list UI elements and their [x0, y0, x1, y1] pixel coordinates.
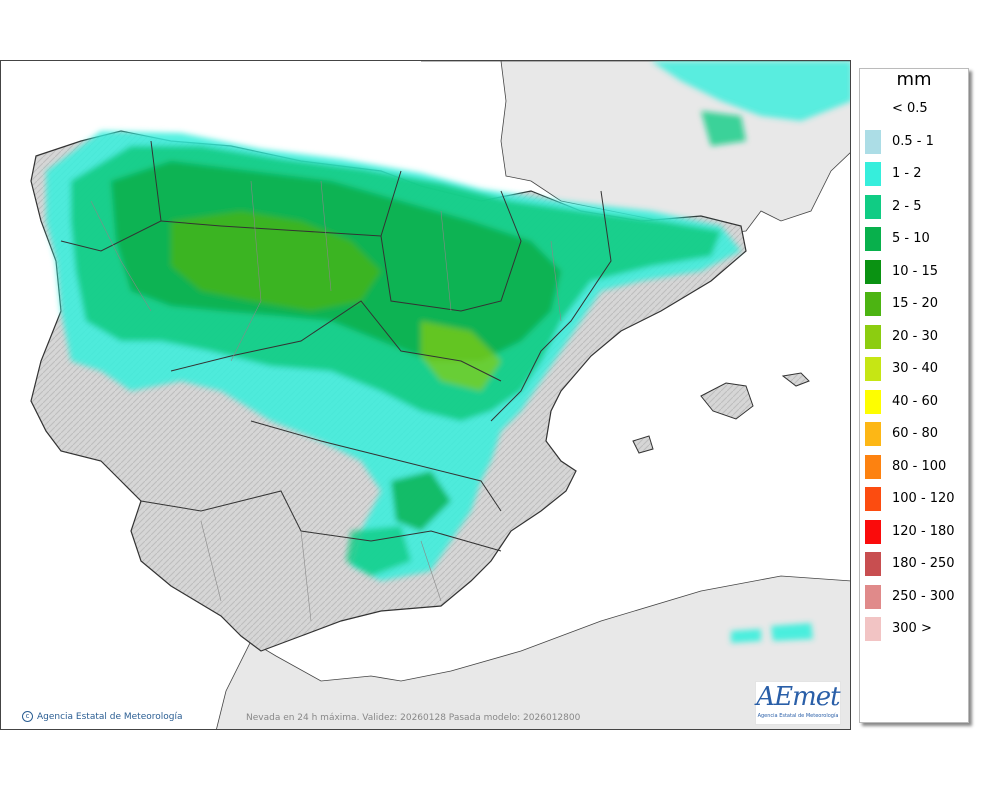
legend-item: 20 - 30 — [864, 324, 968, 349]
legend-item: 5 - 10 — [864, 227, 968, 251]
legend-label: 180 - 250 — [892, 556, 955, 571]
menorca — [781, 372, 810, 387]
legend-item: 180 - 250 — [864, 552, 968, 576]
legend-item: 250 - 300 — [864, 584, 968, 609]
legend-label: 300 > — [892, 621, 932, 636]
legend-label: 60 - 80 — [892, 426, 939, 441]
legend-item: 10 - 15 — [864, 259, 968, 284]
region-borders — [60, 140, 612, 552]
legend-swatch — [865, 487, 881, 511]
legend-swatch — [865, 422, 881, 446]
credit: c Agencia Estatal de Meteorología — [22, 711, 183, 722]
map-caption: Nevada en 24 h máxima. Validez: 20260128… — [246, 713, 581, 723]
legend-swatch — [865, 227, 881, 251]
legend-label: 30 - 40 — [892, 361, 939, 376]
legend-label: 120 - 180 — [892, 523, 955, 539]
legend-swatch — [865, 97, 881, 121]
legend-item: 100 - 120 — [864, 487, 968, 511]
legend-swatch — [865, 454, 881, 479]
credit-text: Agencia Estatal de Meteorología — [37, 712, 183, 722]
legend-label: 2 - 5 — [892, 198, 922, 214]
legend-swatch — [865, 617, 881, 641]
legend-swatch — [865, 162, 881, 186]
mallorca — [700, 382, 754, 420]
legend-item: 60 - 80 — [864, 422, 968, 446]
snow-field — [46, 61, 850, 643]
legend-label: 20 - 30 — [892, 328, 939, 344]
legend: mm < 0.5 0.5 - 1 1 - 2 2 - 5 5 - 10 10 - 15 15… — [859, 68, 969, 723]
legend-swatch — [865, 324, 881, 349]
legend-label: 80 - 100 — [892, 458, 947, 474]
aemet-logo[interactable]: AEmet Agencia Estatal de Meteorología — [755, 681, 841, 725]
legend-title: mm — [896, 69, 932, 90]
logo-mark: AEmet — [756, 682, 840, 712]
snow-map[interactable] — [0, 60, 851, 730]
legend-item: 0.5 - 1 — [864, 129, 968, 154]
legend-swatch — [865, 584, 881, 609]
legend-item: 300 > — [864, 617, 968, 641]
logo-sub: Agencia Estatal de Meteorología — [757, 713, 839, 719]
legend-item: 120 - 180 — [864, 519, 968, 544]
legend-item: 2 - 5 — [864, 194, 968, 219]
legend-swatch — [865, 129, 881, 154]
legend-label: < 0.5 — [892, 101, 928, 116]
legend-label: 1 - 2 — [892, 166, 922, 181]
legend-swatch — [865, 389, 881, 414]
copyright-icon: c — [22, 711, 33, 722]
legend-swatch — [865, 519, 881, 544]
legend-label: 15 - 20 — [892, 296, 939, 311]
map-canvas — [30, 61, 850, 729]
legend-item: 40 - 60 — [864, 389, 968, 414]
legend-label: 100 - 120 — [892, 491, 955, 506]
province-borders — [90, 180, 562, 622]
legend-item: 15 - 20 — [864, 292, 968, 316]
legend-item: 1 - 2 — [864, 162, 968, 186]
legend-label: 250 - 300 — [892, 588, 955, 604]
legend-label: 40 - 60 — [892, 393, 939, 409]
legend-swatch — [865, 259, 881, 284]
legend-item: 80 - 100 — [864, 454, 968, 479]
legend-swatch — [865, 292, 881, 316]
legend-item: < 0.5 — [864, 97, 968, 121]
legend-swatch — [865, 357, 881, 381]
legend-label: 10 - 15 — [892, 263, 939, 279]
legend-label: 0.5 - 1 — [892, 133, 934, 149]
legend-item: 30 - 40 — [864, 357, 968, 381]
legend-swatch — [865, 552, 881, 576]
legend-label: 5 - 10 — [892, 231, 930, 246]
ibiza — [632, 435, 654, 454]
legend-swatch — [865, 194, 881, 219]
